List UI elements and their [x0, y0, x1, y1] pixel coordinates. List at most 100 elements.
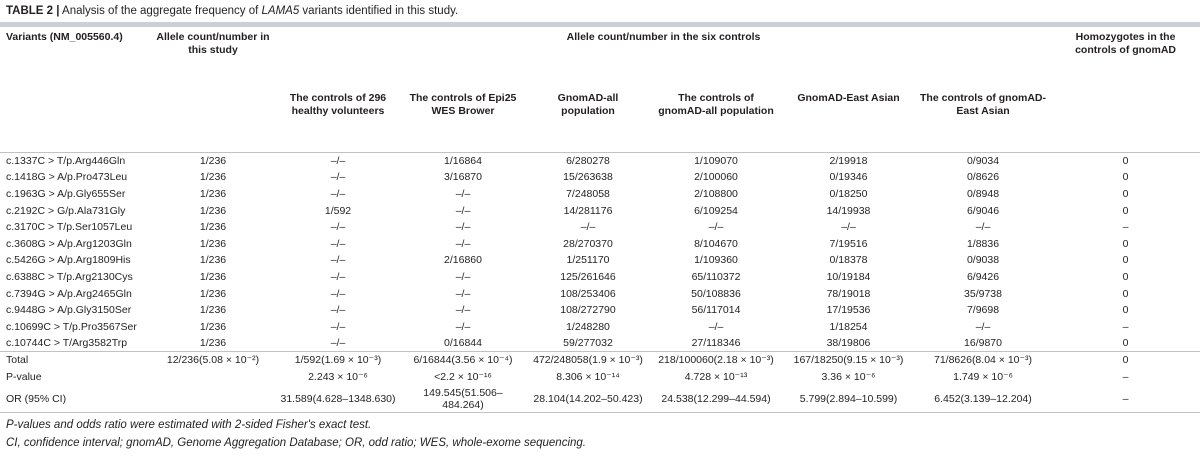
- table-cell: 1/236: [199, 155, 227, 168]
- table-cell: –/–: [455, 237, 471, 250]
- table-cell: 1/248280: [566, 320, 610, 333]
- table-cell: 2/100060: [694, 171, 738, 184]
- table-cell: –/–: [330, 337, 346, 350]
- table-cell: 1/251170: [566, 254, 610, 267]
- table-cell: –/–: [330, 270, 346, 283]
- table-cell: 125/261646: [560, 270, 616, 283]
- table-cell: 1/236: [199, 204, 227, 217]
- table-cell: 6/16844(3.56 × 10⁻⁴): [413, 354, 513, 367]
- table-cell: 0/8626: [966, 171, 1000, 184]
- table-cell: 6/280278: [566, 155, 610, 168]
- table-cell: –/–: [330, 155, 346, 168]
- table-cell: 6.452(3.139–12.204): [934, 392, 1032, 405]
- table-cell: 10/19184: [826, 270, 871, 283]
- table-cell: –/–: [580, 221, 596, 234]
- table-row: c.5426G > A/p.Arg1809His 1/236 –/– 2/16860 1…: [0, 252, 1200, 269]
- table-cell: 65/110372: [691, 270, 741, 283]
- table-cell: [150, 368, 276, 385]
- table-cell: –/–: [330, 187, 346, 200]
- caption-text-after: variants identified in this study.: [299, 5, 459, 17]
- header-spacer: [150, 86, 276, 153]
- table-cell: 35/9738: [964, 287, 1002, 300]
- table-cell: 28.104(14.202–50.423): [533, 392, 643, 405]
- table-row: c.7394G > A/p.Arg2465Gln 1/236 –/– –/– 108/2…: [0, 285, 1200, 302]
- table-row: c.1963G > A/p.Gly655Ser 1/236 –/– –/– 7/2480…: [0, 186, 1200, 203]
- table-cell: 2.243 × 10⁻⁶: [308, 370, 368, 383]
- table-cell: 0/16844: [444, 337, 482, 350]
- pvalue-row: P-value 2.243 × 10⁻⁶ <2.2 × 10⁻¹⁶ 8.306 × 1…: [0, 368, 1200, 385]
- table-cell: –/–: [330, 304, 346, 317]
- table-cell: 78/19018: [826, 287, 871, 300]
- table-cell: 5.799(2.894–10.599): [799, 392, 898, 405]
- table-cell: 149.545(51.506–484.264): [423, 386, 503, 411]
- table-cell: 108/272790: [560, 304, 616, 317]
- table-cell: 8/104670: [694, 237, 738, 250]
- table-row: c.9448G > A/p.Gly3150Ser 1/236 –/– –/– 108/2…: [0, 302, 1200, 319]
- table-cell: 28/270370: [563, 237, 613, 250]
- header-variants: Variants (NM_005560.4): [6, 31, 123, 43]
- table-cell: 1/236: [199, 254, 227, 267]
- table-cell: <2.2 × 10⁻¹⁶: [434, 370, 492, 383]
- table-cell: 24.538(12.299–44.594): [661, 392, 771, 405]
- header-homozygotes: Homozygotes in the controls of gnomAD: [1075, 31, 1176, 56]
- row-label: c.9448G > A/p.Gly3150Ser: [6, 304, 132, 317]
- table-cell: 59/277032: [563, 337, 613, 350]
- row-label: c.3608G > A/p.Arg1203Gln: [6, 237, 132, 250]
- table-caption: TABLE 2 | Analysis of the aggregate freq…: [6, 5, 458, 17]
- table-cell: 6/109254: [694, 204, 738, 217]
- header-spacer: [1051, 86, 1200, 153]
- table-cell: 1/236: [199, 187, 227, 200]
- table-cell: –/–: [330, 221, 346, 234]
- table-cell: 1.749 × 10⁻⁶: [953, 370, 1013, 383]
- table-row: c.1418G > A/p.Pro473Leu 1/236 –/– 3/16870 15…: [0, 169, 1200, 186]
- table-row: c.6388C > T/p.Arg2130Cys 1/236 –/– –/– 125/2…: [0, 269, 1200, 286]
- row-label: c.5426G > A/p.Arg1809His: [6, 254, 131, 267]
- table-cell: 218/100060(2.18 × 10⁻³): [658, 354, 774, 367]
- table-cell: 0/18250: [829, 187, 868, 200]
- table-row: c.10744C > T/Arg3582Trp 1/236 –/– 0/16844 59…: [0, 335, 1200, 352]
- table-cell: 0: [1122, 204, 1129, 217]
- table-cell: 0: [1122, 254, 1129, 267]
- table-cell: 1/236: [199, 304, 227, 317]
- table-cell: –: [1122, 221, 1129, 234]
- table-cell: –/–: [708, 320, 724, 333]
- table-row: c.3608G > A/p.Arg1203Gln 1/236 –/– –/– 28/27…: [0, 235, 1200, 252]
- table-cell: 1/236: [199, 270, 227, 283]
- table-cell: 0/18378: [829, 254, 868, 267]
- footnote-pvalue: P-values and odds ratio were estimated w…: [6, 419, 372, 431]
- table-cell: –/–: [455, 221, 471, 234]
- table-cell: 0: [1122, 354, 1129, 367]
- table-cell: 27/118346: [691, 337, 741, 350]
- caption-gene: LAMA5: [261, 5, 300, 17]
- table-cell: 0: [1122, 155, 1129, 168]
- table-label: TABLE 2 |: [6, 5, 60, 17]
- table-cell: –/–: [455, 304, 471, 317]
- table-cell: 12/236(5.08 × 10⁻²): [166, 354, 260, 367]
- table-row: c.10699C > T/p.Pro3567Ser 1/236 –/– –/– 1/24…: [0, 318, 1200, 335]
- row-label: c.10744C > T/Arg3582Trp: [6, 337, 128, 350]
- table-cell: 1/16864: [444, 155, 482, 168]
- odds-ratio-row: OR (95% CI) 31.589(4.628–1348.630) 149.545…: [0, 385, 1200, 413]
- table-row: c.1337C > T/p.Arg446Gln 1/236 –/– 1/16864 6/…: [0, 153, 1200, 170]
- table-cell: 50/108836: [691, 287, 741, 300]
- table-cell: 7/9698: [966, 304, 1000, 317]
- table-cell: 0/19346: [829, 171, 868, 184]
- table-cell: 14/281176: [563, 204, 613, 217]
- table-cell: 8.306 × 10⁻¹⁴: [556, 370, 620, 383]
- subheader-control-6: The controls of gnomAD-East Asian: [920, 92, 1047, 117]
- table-cell: 472/248058(1.9 × 10⁻³): [533, 354, 643, 367]
- table-cell: –: [1122, 370, 1129, 383]
- row-label: c.10699C > T/p.Pro3567Ser: [6, 320, 137, 333]
- variant-frequency-table: Variants (NM_005560.4) Allele count/numb…: [0, 27, 1200, 413]
- table-cell: 16/9870: [964, 337, 1002, 350]
- row-label: c.7394G > A/p.Arg2465Gln: [6, 287, 132, 300]
- table-cell: 1/592: [324, 204, 352, 217]
- table-cell: 0: [1122, 187, 1129, 200]
- table-cell: –/–: [455, 204, 471, 217]
- row-label: OR (95% CI): [6, 392, 67, 405]
- table-cell: 1/236: [199, 287, 227, 300]
- table-cell: 2/19918: [829, 155, 868, 168]
- table-cell: 1/236: [199, 320, 227, 333]
- table-cell: –/–: [841, 221, 856, 234]
- table-cell: –/–: [330, 254, 346, 267]
